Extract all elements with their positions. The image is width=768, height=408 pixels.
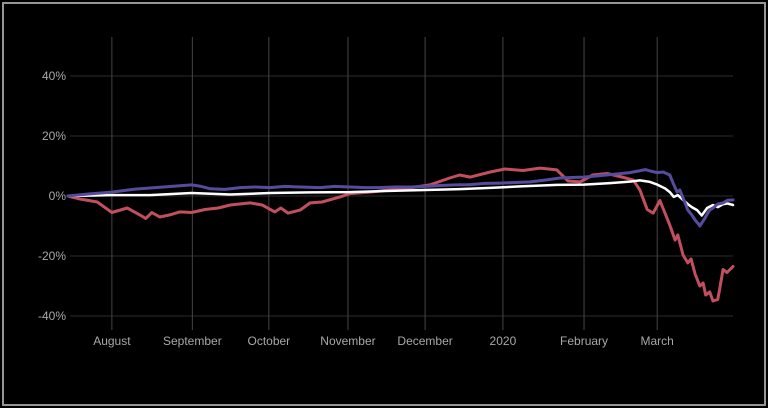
x-axis-tick-label: February [560, 334, 608, 348]
x-axis-tick-label: August [93, 334, 131, 348]
y-axis-tick-label: 20% [42, 129, 66, 143]
x-axis-tick-label: March [641, 334, 674, 348]
red-series-line[interactable] [66, 166, 735, 303]
y-axis-tick-label: -40% [38, 309, 66, 323]
y-axis-tick-label: -20% [38, 249, 66, 263]
y-axis-tick-label: 0% [49, 189, 67, 203]
y-axis-tick-label: 40% [42, 69, 66, 83]
x-axis-tick-label: December [397, 334, 452, 348]
white-series-line[interactable] [66, 179, 735, 217]
purple-series-line[interactable] [66, 168, 735, 228]
x-axis-tick-label: 2020 [490, 334, 517, 348]
x-axis-tick-label: November [320, 334, 375, 348]
x-axis-tick-label: October [247, 334, 290, 348]
x-axis-tick-label: September [163, 334, 222, 348]
